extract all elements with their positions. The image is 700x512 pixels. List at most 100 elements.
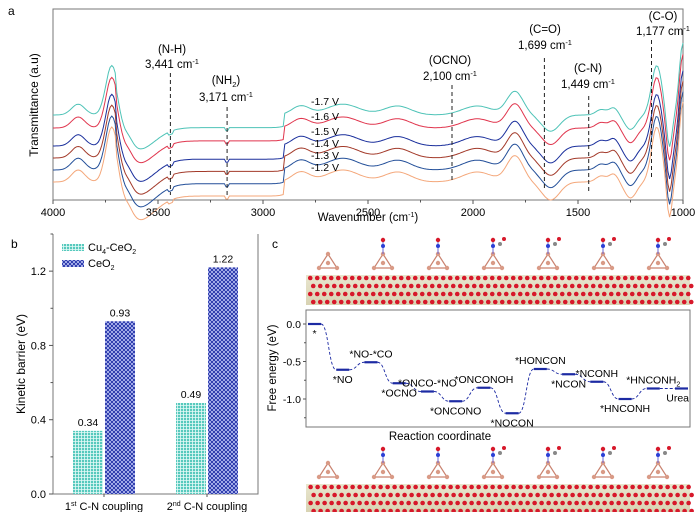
oxygen-atom [528,508,533,512]
copper-atom [481,474,487,480]
oxygen-atom [541,283,547,289]
oxygen-atom [430,508,435,512]
oxygen-atom [415,299,421,305]
oxygen-atom [647,492,652,498]
oxygen-atom [464,299,470,305]
oxygen-atom [667,237,671,241]
oxygen-atom [364,484,369,490]
panel-label-c: c [272,237,278,251]
oxygen-atom [325,508,330,512]
series-label: -1.2 V [311,162,339,174]
y-tick-label: 0.0 [286,319,301,331]
spectrum-line [53,91,684,208]
oxygen-atom [667,446,671,450]
oxygen-atom [405,291,411,297]
copper-atom [655,260,661,266]
oxygen-atom [395,508,400,512]
oxygen-atom [538,291,544,297]
oxygen-atom [490,500,495,506]
copper-atom [481,265,487,271]
oxygen-atom [548,299,554,305]
oxygen-atom [329,500,334,506]
oxygen-atom [336,484,341,490]
oxygen-atom [468,275,474,281]
oxygen-atom [632,299,638,305]
x-tick-label: 2000 [461,207,485,219]
oxygen-atom [447,275,453,281]
oxygen-atom [457,283,463,289]
oxygen-atom [317,283,323,289]
oxygen-atom [534,299,540,305]
oxygen-atom [602,500,607,506]
oxygen-atom [524,275,530,281]
copper-atom [435,469,441,475]
oxygen-atom [496,291,502,297]
oxygen-atom [527,283,533,289]
oxygen-atom [640,508,645,512]
oxygen-atom [504,484,509,490]
oxygen-atom [518,500,523,506]
oxygen-atom [500,508,505,512]
oxygen-atom [597,283,603,289]
oxygen-atom [639,283,645,289]
oxygen-atom [315,500,320,506]
oxygen-atom [674,283,680,289]
oxygen-atom [381,492,386,498]
nitrogen-atom [491,244,495,248]
oxygen-atom [598,492,603,498]
intermediate-label: * [312,328,316,340]
bar [208,267,238,494]
oxygen-atom [667,299,673,305]
oxygen-atom [339,508,344,512]
oxygen-atom [555,299,561,305]
oxygen-atom [616,484,621,490]
oxygen-atom [552,275,558,281]
oxygen-atom [482,291,488,297]
kinetic-barrier-panel: 0.34 0.93 0.49 1.22 0.0 0.4 0.8 1.2 1st C-N cou… [14,233,259,512]
oxygen-atom [584,508,589,512]
oxygen-atom [581,484,586,490]
oxygen-atom [489,275,495,281]
oxygen-atom [671,275,677,281]
oxygen-atom [490,446,496,452]
oxygen-atom [637,484,642,490]
oxygen-atom [387,283,393,289]
spectrum-line [53,42,684,150]
copper-atom [380,260,386,266]
oxygen-atom [408,299,414,305]
oxygen-atom [560,500,565,506]
nitrogen-atom [436,453,440,457]
copper-atom [646,265,652,271]
energy-connector [490,387,506,414]
oxygen-atom [612,446,616,450]
oxygen-atom [336,500,341,506]
oxygen-atom [566,291,572,297]
oxygen-atom [419,291,425,297]
cu4-cluster [647,252,669,269]
oxygen-atom [668,492,673,498]
oxygen-atom [483,484,488,490]
oxygen-atom [350,484,355,490]
oxygen-atom [490,484,495,490]
cu4-cluster [427,461,449,478]
oxygen-atom [399,500,404,506]
x-tick-label: 2nd C-N coupling [167,501,248,512]
oxygen-atom [321,275,327,281]
oxygen-atom [618,283,624,289]
carbon-atom [663,451,667,455]
oxygen-atom [465,508,470,512]
oxygen-atom [412,291,418,297]
oxygen-atom [622,275,628,281]
oxygen-atom [524,291,530,297]
oxygen-atom [328,291,334,297]
oxygen-atom [374,492,379,498]
series-label: -1.4 V [311,138,339,150]
copper-atom [499,474,505,480]
oxygen-atom [485,283,491,289]
ftir-spectra-panel: (N-H)3,441 cm-1 (NH2)3,171 cm-1 (OCNO) 2,10… [27,8,695,224]
oxygen-atom [415,283,421,289]
oxygen-atom [611,299,617,305]
intermediate-label: *OCNO [381,387,417,399]
oxygen-atom [609,500,614,506]
oxygen-atom [423,508,428,512]
